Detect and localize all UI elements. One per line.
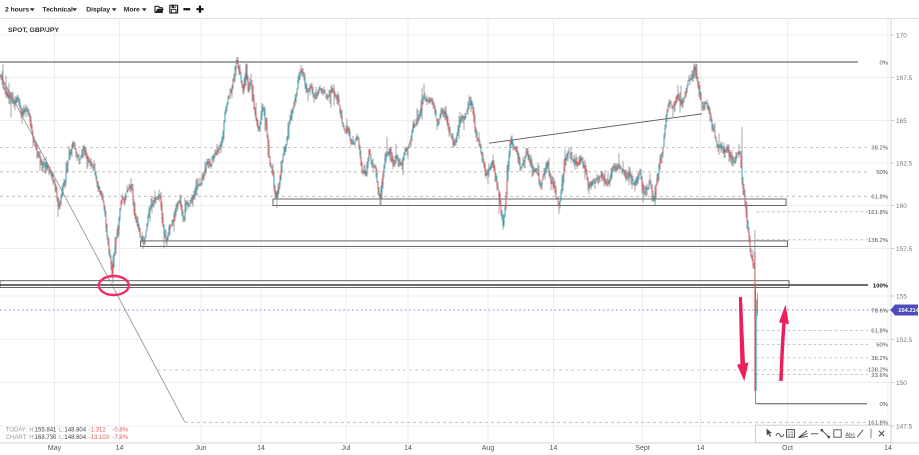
svg-text:TODAY:: TODAY: xyxy=(6,428,28,434)
svg-text:14: 14 xyxy=(550,445,558,452)
svg-text:Jul: Jul xyxy=(342,445,351,452)
svg-text:-1.312: -1.312 xyxy=(89,428,107,434)
svg-text:155: 155 xyxy=(896,293,907,300)
svg-text:14: 14 xyxy=(884,445,892,452)
svg-text:38.2%: 38.2% xyxy=(871,356,888,362)
svg-text:Sept: Sept xyxy=(635,445,649,452)
svg-text:Display: Display xyxy=(86,6,110,13)
svg-text:May: May xyxy=(48,445,62,452)
svg-text:H:: H: xyxy=(29,435,35,441)
svg-text:154.214: 154.214 xyxy=(898,308,919,314)
svg-text:L:: L: xyxy=(59,428,64,434)
svg-text:14: 14 xyxy=(257,445,265,452)
svg-text:0%: 0% xyxy=(879,60,888,66)
svg-text:168.730: 168.730 xyxy=(35,435,57,441)
svg-text:100%: 100% xyxy=(873,284,889,290)
svg-text:162.5: 162.5 xyxy=(896,160,913,167)
svg-text:-7.8%: -7.8% xyxy=(112,435,128,441)
svg-text:H:: H: xyxy=(29,428,35,434)
svg-text:Technical: Technical xyxy=(43,6,73,13)
svg-text:138.2%: 138.2% xyxy=(868,368,889,374)
svg-text:-13.103: -13.103 xyxy=(89,435,110,441)
svg-text:161.8%: 161.8% xyxy=(868,421,889,427)
svg-text:160: 160 xyxy=(896,203,907,210)
svg-text:170: 170 xyxy=(896,32,907,39)
svg-text:Abc: Abc xyxy=(845,432,855,438)
svg-text:2 hours: 2 hours xyxy=(5,6,29,13)
svg-text:147.5: 147.5 xyxy=(896,423,913,430)
svg-text:SPOT, GBP/JPY: SPOT, GBP/JPY xyxy=(8,27,59,34)
svg-text:61.8%: 61.8% xyxy=(871,329,888,335)
svg-text:More: More xyxy=(124,6,140,13)
svg-text:0%: 0% xyxy=(879,402,888,408)
svg-text:61.8%: 61.8% xyxy=(871,195,888,201)
svg-text:157.5: 157.5 xyxy=(896,246,913,253)
svg-text:155.841: 155.841 xyxy=(35,428,57,434)
svg-text:38.2%: 38.2% xyxy=(871,146,888,152)
svg-text:-0.8%: -0.8% xyxy=(112,428,128,434)
svg-text:148.804: 148.804 xyxy=(64,428,86,434)
svg-text:167.5: 167.5 xyxy=(896,75,913,82)
svg-text:161.8%: 161.8% xyxy=(868,210,889,216)
svg-text:14: 14 xyxy=(116,445,124,452)
svg-text:152.5: 152.5 xyxy=(896,337,913,344)
svg-text:165: 165 xyxy=(896,118,907,125)
svg-text:148.804: 148.804 xyxy=(64,435,86,441)
svg-text:150: 150 xyxy=(896,380,907,387)
svg-text:Jun: Jun xyxy=(195,445,206,452)
svg-text:78.6%: 78.6% xyxy=(871,308,888,314)
svg-text:14: 14 xyxy=(404,445,412,452)
svg-text:L:: L: xyxy=(59,435,64,441)
svg-text:50%: 50% xyxy=(876,343,889,349)
svg-text:50%: 50% xyxy=(876,170,889,176)
svg-text:CHART:: CHART: xyxy=(6,435,28,441)
svg-text:23.6%: 23.6% xyxy=(871,373,888,379)
svg-text:Aug: Aug xyxy=(482,445,495,452)
svg-text:Oct: Oct xyxy=(782,445,793,452)
svg-text:14: 14 xyxy=(697,445,705,452)
svg-text:138.2%: 138.2% xyxy=(868,238,889,244)
